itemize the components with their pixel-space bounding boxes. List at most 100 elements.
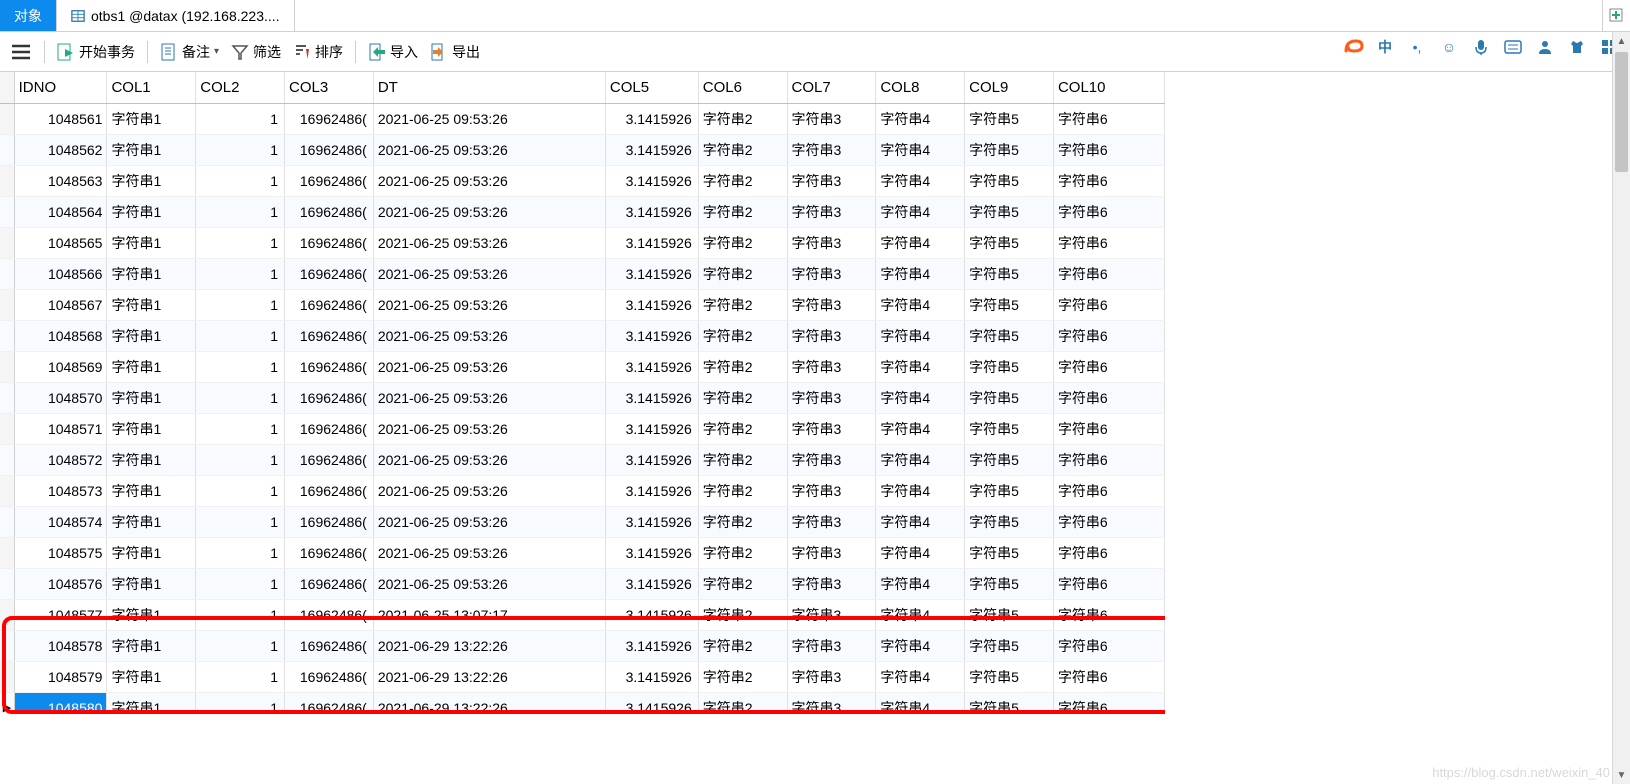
cell-col5[interactable]: 3.1415926 — [605, 661, 698, 692]
cell-col2[interactable]: 1 — [196, 475, 285, 506]
cell-dt[interactable]: 2021-06-25 09:53:26 — [373, 320, 605, 351]
cell-col2[interactable]: 1 — [196, 630, 285, 661]
cell-col1[interactable]: 字符串1 — [107, 227, 196, 258]
sort-button[interactable]: 排序 — [293, 42, 343, 62]
cell-dt[interactable]: 2021-06-25 09:53:26 — [373, 227, 605, 258]
table-row[interactable]: 1048570字符串1116962486(2021-06-25 09:53:26… — [0, 382, 1165, 413]
table-row[interactable]: 1048566字符串1116962486(2021-06-25 09:53:26… — [0, 258, 1165, 289]
cell-col2[interactable]: 1 — [196, 351, 285, 382]
cell-col10[interactable]: 字符串6 — [1053, 599, 1164, 630]
cell-col2[interactable]: 1 — [196, 537, 285, 568]
column-header-col5[interactable]: COL5 — [605, 72, 698, 103]
cell-col9[interactable]: 字符串5 — [965, 165, 1054, 196]
cell-col8[interactable]: 字符串4 — [876, 599, 965, 630]
ime-account[interactable] — [1534, 36, 1556, 58]
cell-dt[interactable]: 2021-06-29 13:22:26 — [373, 630, 605, 661]
cell-col2[interactable]: 1 — [196, 134, 285, 165]
ime-voice[interactable] — [1470, 36, 1492, 58]
cell-col9[interactable]: 字符串5 — [965, 320, 1054, 351]
cell-col8[interactable]: 字符串4 — [876, 661, 965, 692]
cell-col3[interactable]: 16962486( — [285, 227, 374, 258]
cell-col5[interactable]: 3.1415926 — [605, 382, 698, 413]
export-button[interactable]: 导出 — [430, 42, 480, 62]
cell-col6[interactable]: 字符串2 — [698, 661, 787, 692]
cell-col8[interactable]: 字符串4 — [876, 103, 965, 134]
cell-col10[interactable]: 字符串6 — [1053, 320, 1164, 351]
cell-col2[interactable]: 1 — [196, 599, 285, 630]
cell-col9[interactable]: 字符串5 — [965, 227, 1054, 258]
import-button[interactable]: 导入 — [368, 42, 418, 62]
cell-col3[interactable]: 16962486( — [285, 537, 374, 568]
cell-col6[interactable]: 字符串2 — [698, 444, 787, 475]
cell-idno[interactable]: 1048566 — [14, 258, 107, 289]
cell-col7[interactable]: 字符串3 — [787, 103, 876, 134]
cell-col9[interactable]: 字符串5 — [965, 289, 1054, 320]
cell-col5[interactable]: 3.1415926 — [605, 599, 698, 630]
cell-idno[interactable]: 1048567 — [14, 289, 107, 320]
ime-mode[interactable]: 中 — [1374, 36, 1396, 58]
cell-col5[interactable]: 3.1415926 — [605, 537, 698, 568]
cell-col7[interactable]: 字符串3 — [787, 537, 876, 568]
column-header-col9[interactable]: COL9 — [965, 72, 1054, 103]
cell-col2[interactable]: 1 — [196, 196, 285, 227]
cell-col1[interactable]: 字符串1 — [107, 258, 196, 289]
cell-col9[interactable]: 字符串5 — [965, 537, 1054, 568]
scroll-thumb[interactable] — [1615, 52, 1628, 172]
cell-col10[interactable]: 字符串6 — [1053, 537, 1164, 568]
table-row[interactable]: 1048580字符串1116962486(2021-06-29 13:22:26… — [0, 692, 1165, 714]
cell-idno[interactable]: 1048563 — [14, 165, 107, 196]
cell-col1[interactable]: 字符串1 — [107, 537, 196, 568]
cell-col2[interactable]: 1 — [196, 320, 285, 351]
cell-col6[interactable]: 字符串2 — [698, 630, 787, 661]
cell-col2[interactable]: 1 — [196, 165, 285, 196]
cell-col9[interactable]: 字符串5 — [965, 444, 1054, 475]
cell-col10[interactable]: 字符串6 — [1053, 692, 1164, 714]
cell-col10[interactable]: 字符串6 — [1053, 382, 1164, 413]
column-header-col3[interactable]: COL3 — [285, 72, 374, 103]
cell-idno[interactable]: 1048573 — [14, 475, 107, 506]
cell-col5[interactable]: 3.1415926 — [605, 103, 698, 134]
cell-col5[interactable]: 3.1415926 — [605, 227, 698, 258]
cell-col10[interactable]: 字符串6 — [1053, 103, 1164, 134]
cell-idno[interactable]: 1048572 — [14, 444, 107, 475]
cell-col2[interactable]: 1 — [196, 258, 285, 289]
cell-col10[interactable]: 字符串6 — [1053, 289, 1164, 320]
ime-punctuation[interactable]: •, — [1406, 36, 1428, 58]
cell-col3[interactable]: 16962486( — [285, 568, 374, 599]
cell-col2[interactable]: 1 — [196, 444, 285, 475]
ime-logo[interactable] — [1342, 36, 1364, 58]
begin-transaction-button[interactable]: 开始事务 — [57, 42, 135, 62]
cell-col6[interactable]: 字符串2 — [698, 351, 787, 382]
table-row[interactable]: 1048572字符串1116962486(2021-06-25 09:53:26… — [0, 444, 1165, 475]
table-row[interactable]: 1048576字符串1116962486(2021-06-25 09:53:26… — [0, 568, 1165, 599]
vertical-scrollbar[interactable]: ▲ ▼ — [1612, 32, 1630, 784]
cell-col10[interactable]: 字符串6 — [1053, 413, 1164, 444]
column-header-col7[interactable]: COL7 — [787, 72, 876, 103]
cell-col1[interactable]: 字符串1 — [107, 692, 196, 714]
cell-col8[interactable]: 字符串4 — [876, 351, 965, 382]
cell-col1[interactable]: 字符串1 — [107, 506, 196, 537]
cell-col10[interactable]: 字符串6 — [1053, 661, 1164, 692]
cell-col2[interactable]: 1 — [196, 506, 285, 537]
cell-col6[interactable]: 字符串2 — [698, 599, 787, 630]
tab-table[interactable]: otbs1 @datax (192.168.223.... — [57, 0, 295, 31]
cell-col1[interactable]: 字符串1 — [107, 103, 196, 134]
cell-col9[interactable]: 字符串5 — [965, 258, 1054, 289]
cell-dt[interactable]: 2021-06-25 09:53:26 — [373, 165, 605, 196]
cell-col8[interactable]: 字符串4 — [876, 475, 965, 506]
cell-dt[interactable]: 2021-06-25 09:53:26 — [373, 258, 605, 289]
cell-col10[interactable]: 字符串6 — [1053, 196, 1164, 227]
cell-col6[interactable]: 字符串2 — [698, 568, 787, 599]
cell-idno[interactable]: 1048561 — [14, 103, 107, 134]
table-row[interactable]: 1048564字符串1116962486(2021-06-25 09:53:26… — [0, 196, 1165, 227]
cell-col3[interactable]: 16962486( — [285, 103, 374, 134]
cell-col9[interactable]: 字符串5 — [965, 103, 1054, 134]
cell-col1[interactable]: 字符串1 — [107, 351, 196, 382]
cell-idno[interactable]: 1048575 — [14, 537, 107, 568]
cell-dt[interactable]: 2021-06-25 09:53:26 — [373, 506, 605, 537]
cell-col1[interactable]: 字符串1 — [107, 444, 196, 475]
cell-col9[interactable]: 字符串5 — [965, 413, 1054, 444]
cell-idno[interactable]: 1048570 — [14, 382, 107, 413]
cell-idno[interactable]: 1048578 — [14, 630, 107, 661]
table-row[interactable]: 1048565字符串1116962486(2021-06-25 09:53:26… — [0, 227, 1165, 258]
